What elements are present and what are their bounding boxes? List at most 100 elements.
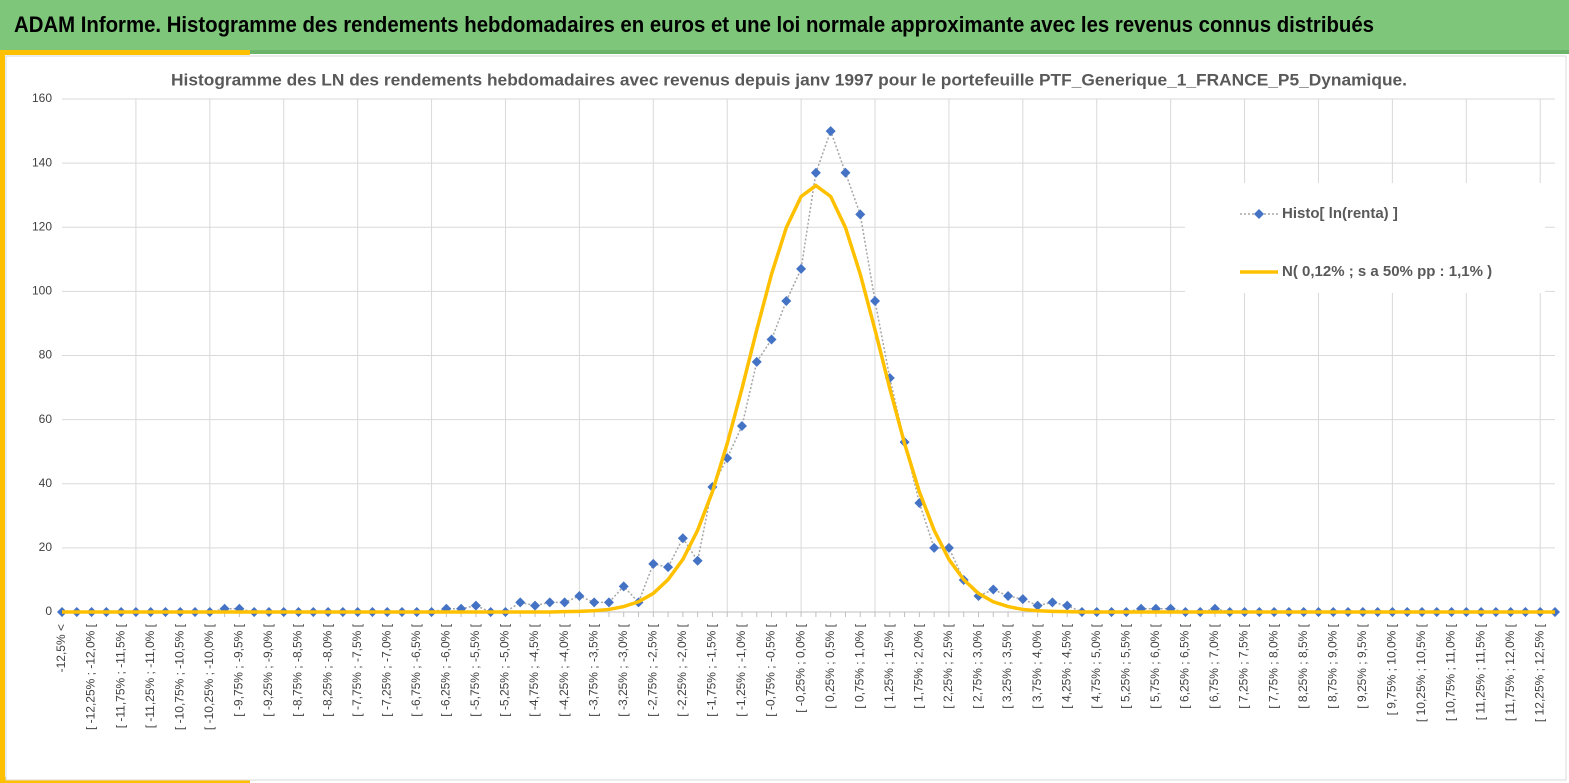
data-point [530, 600, 541, 611]
chart-title: Histogramme des LN des rendements hebdom… [171, 70, 1407, 89]
data-point [589, 597, 600, 608]
header-rule [0, 50, 1569, 54]
chart-frame [5, 55, 1567, 781]
x-tick-label: [ -5,75% ; -5,5% [ [468, 623, 482, 716]
data-point [840, 167, 851, 178]
header-band [0, 0, 1569, 50]
x-tick-label: [ 3,75% ; 4,0% [ [1030, 623, 1044, 708]
x-tick-label: [ 1,25% ; 1,5% [ [882, 623, 896, 708]
x-tick-label: [ 12,25% ; 12,5% [ [1532, 623, 1546, 722]
x-tick-label: [ 9,25% ; 9,5% [ [1355, 623, 1369, 708]
x-tick-label: [ 6,75% ; 7,0% [ [1207, 623, 1221, 708]
y-tick-label: 0 [45, 604, 52, 618]
legend-marker [1254, 209, 1264, 219]
x-tick-label: [ -9,25% ; -9,0% [ [261, 623, 275, 716]
data-point [603, 597, 614, 608]
x-tick-label: [ 10,25% ; 10,5% [ [1414, 623, 1428, 722]
x-tick-label: [ -5,25% ; -5,0% [ [498, 623, 512, 716]
data-point [1062, 600, 1073, 611]
y-tick-label: 100 [32, 284, 52, 298]
x-tick-label: [ -6,75% ; -6,5% [ [409, 623, 423, 716]
legend-label: N( 0,12% ; s a 50% pp : 1,1% ) [1282, 263, 1492, 280]
x-tick-label: [ 8,25% ; 8,5% [ [1296, 623, 1310, 708]
x-tick-label: [ 2,25% ; 2,5% [ [941, 623, 955, 708]
data-point [1017, 594, 1028, 605]
data-point [470, 600, 481, 611]
accent-left [0, 50, 5, 783]
x-tick-label: [ -6,25% ; -6,0% [ [439, 623, 453, 716]
x-tick-label: [ 11,75% ; 12,0% [ [1503, 623, 1517, 721]
x-tick-label: [ -7,25% ; -7,0% [ [379, 623, 393, 716]
x-tick-label: [ -9,75% ; -9,5% [ [232, 623, 246, 716]
data-point [929, 542, 940, 553]
x-tick-label: [ -12,25% ; -12,0% [ [84, 623, 98, 730]
header-title: ADAM Informe. Histogramme des rendements… [14, 12, 1374, 37]
accent-top [0, 50, 250, 55]
x-tick-label: [ -4,75% ; -4,5% [ [527, 623, 541, 716]
data-point [781, 295, 792, 306]
x-tick-label: [ -0,25% ; 0,0% [ [793, 623, 807, 712]
y-tick-label: 20 [39, 540, 53, 554]
data-point [825, 126, 836, 137]
x-tick-label: [ 7,75% ; 8,0% [ [1266, 623, 1280, 708]
data-point [855, 209, 866, 220]
x-tick-label: [ 8,75% ; 9,0% [ [1325, 623, 1339, 708]
x-tick-label: [ -2,75% ; -2,5% [ [645, 623, 659, 716]
x-tick-label: [ 11,25% ; 11,5% [ [1473, 623, 1487, 720]
data-point [810, 167, 821, 178]
data-point [766, 334, 777, 345]
x-tick-label: [ -11,75% ; -11,5% [ [113, 623, 127, 728]
data-point [663, 562, 674, 573]
data-point [574, 590, 585, 601]
x-tick-label: [ -10,75% ; -10,5% [ [172, 623, 186, 730]
data-point [736, 421, 747, 432]
data-point [648, 558, 659, 569]
data-point [677, 533, 688, 544]
x-tick-label: [ 4,75% ; 5,0% [ [1089, 623, 1103, 708]
legend-box [1185, 183, 1545, 293]
y-tick-label: 40 [39, 476, 53, 490]
data-point [988, 584, 999, 595]
x-tick-label: [ 6,25% ; 6,5% [ [1178, 623, 1192, 708]
data-point [1003, 590, 1014, 601]
x-tick-label: [ 5,75% ; 6,0% [ [1148, 623, 1162, 708]
y-tick-label: 140 [32, 155, 52, 169]
x-tick-label: -12,5% < [54, 624, 68, 672]
series-line [62, 183, 1555, 614]
plot: 0 20 40 60 80 100 120 140 160 -12,5% < [ -12,25% ;… [32, 91, 1560, 730]
data-point [544, 597, 555, 608]
x-tick-label: [ 3,25% ; 3,5% [ [1000, 623, 1014, 708]
data-point [618, 581, 629, 592]
x-tick-label: [ -1,75% ; -1,5% [ [705, 623, 719, 716]
legend-label: Histo[ ln(renta) ] [1282, 205, 1398, 222]
x-tick-label: [ 0,75% ; 1,0% [ [852, 623, 866, 708]
data-point [1047, 597, 1058, 608]
x-tick-label: [ -0,75% ; -0,5% [ [764, 623, 778, 716]
x-tick-label: [ 7,25% ; 7,5% [ [1237, 623, 1251, 708]
x-tick-label: [ -3,75% ; -3,5% [ [586, 623, 600, 716]
x-tick-label: [ 1,75% ; 2,0% [ [912, 623, 926, 708]
x-tick-label: [ 0,25% ; 0,5% [ [823, 623, 837, 708]
data-point [870, 295, 881, 306]
y-tick-label: 120 [32, 219, 52, 233]
x-tick-label: [ -2,25% ; -2,0% [ [675, 623, 689, 716]
x-tick-label: [ 9,75% ; 10,0% [ [1385, 623, 1399, 715]
data-point [751, 356, 762, 367]
x-tick-label: [ -1,25% ; -1,0% [ [734, 623, 748, 716]
x-tick-label: [ -8,25% ; -8,0% [ [320, 623, 334, 716]
data-point [515, 597, 526, 608]
data-point [559, 597, 570, 608]
x-tick-label: [ -7,75% ; -7,5% [ [350, 623, 364, 716]
y-tick-label: 160 [32, 91, 52, 105]
x-tick-label: [ -4,25% ; -4,0% [ [557, 623, 571, 716]
data-point [692, 555, 703, 566]
x-tick-label: [ -10,25% ; -10,0% [ [202, 623, 216, 730]
x-tick-label: [ 10,75% ; 11,0% [ [1444, 623, 1458, 721]
x-tick-label: [ -3,25% ; -3,0% [ [616, 623, 630, 716]
y-tick-label: 80 [39, 348, 53, 362]
x-tick-label: [ 5,25% ; 5,5% [ [1118, 623, 1132, 708]
data-point [796, 263, 807, 274]
x-tick-label: [ -8,75% ; -8,5% [ [291, 623, 305, 716]
